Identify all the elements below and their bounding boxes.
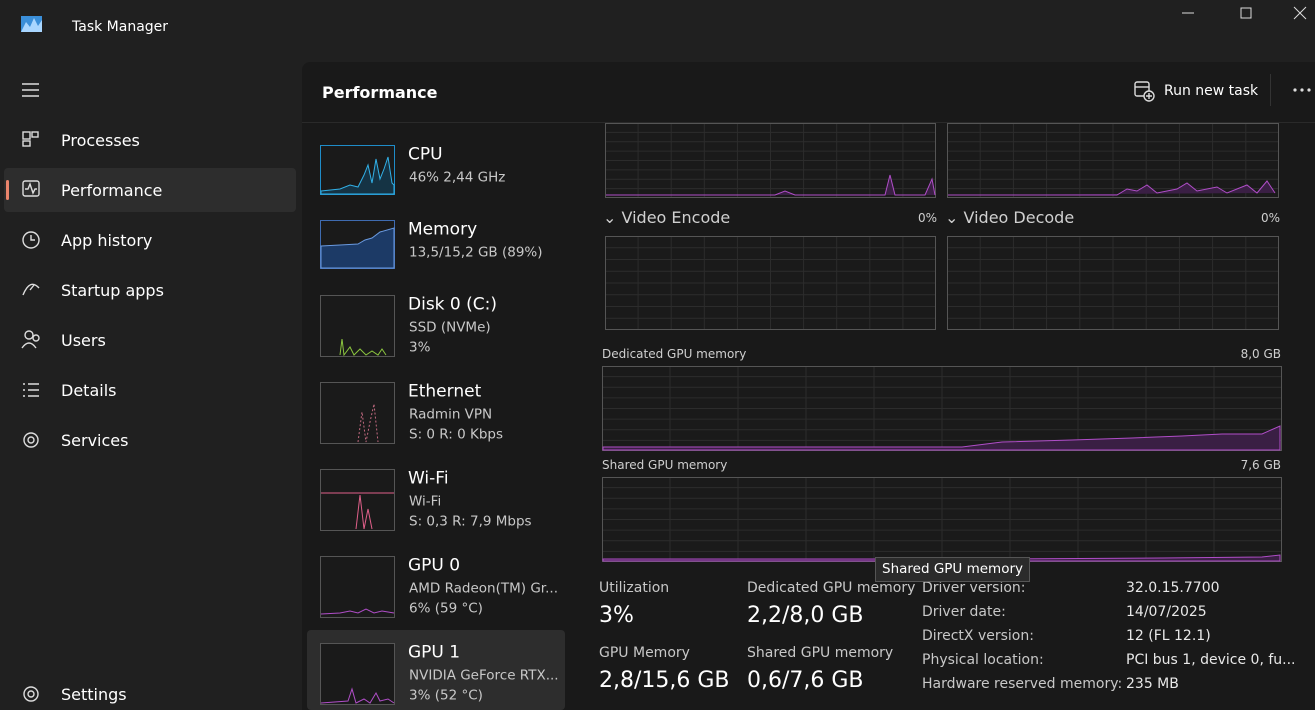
nav-item[interactable]: Processes [61, 131, 140, 150]
stat-value: 0,6/7,6 GB [747, 668, 864, 693]
gpu0-thumbnail [320, 556, 395, 618]
gpu1-thumbnail [320, 643, 395, 705]
detail-value: PCI bus 1, device 0, fu... [1126, 652, 1296, 668]
ethernet-thumbnail [320, 382, 395, 444]
device-name[interactable]: Wi-Fi [408, 468, 449, 489]
stat-value: 3% [599, 603, 634, 628]
disk-thumbnail [320, 295, 395, 357]
graph-label: Shared GPU memory [602, 458, 728, 472]
graph-label-text: Video Encode [621, 208, 731, 227]
window-title: Task Manager [72, 19, 169, 35]
device-name[interactable]: CPU [408, 144, 443, 165]
stat-value: 2,8/15,6 GB [599, 668, 730, 693]
graph-value: 7,6 GB [1240, 458, 1281, 472]
device-detail: SSD (NVMe) [409, 319, 491, 336]
device-name[interactable]: Ethernet [408, 381, 482, 402]
detail-value: 235 MB [1126, 676, 1179, 692]
engine-graph [947, 123, 1279, 198]
nav-accent [6, 180, 9, 200]
detail-label: DirectX version: [922, 628, 1034, 644]
graph-value: 8,0 GB [1240, 347, 1281, 361]
stat-value: 2,2/8,0 GB [747, 603, 864, 628]
toolbar-divider [1270, 74, 1271, 106]
nav-item[interactable]: Details [61, 381, 117, 400]
detail-label: Hardware reserved memory: [922, 676, 1123, 692]
more-button[interactable] [1290, 84, 1315, 96]
device-name[interactable]: Memory [408, 219, 478, 240]
detail-label: Driver version: [922, 580, 1026, 596]
video-decode-graph [947, 236, 1279, 330]
header-divider [302, 122, 1315, 123]
device-name[interactable]: Disk 0 (C:) [408, 294, 498, 315]
graph-value: 0% [1260, 211, 1280, 225]
nav-item[interactable]: Users [61, 331, 106, 350]
device-name[interactable]: GPU 0 [408, 555, 461, 576]
device-detail: S: 0,3 R: 7,9 Mbps [409, 513, 532, 530]
stat-label: Dedicated GPU memory [747, 580, 916, 596]
shared-memory-graph [602, 477, 1282, 562]
device-detail: Radmin VPN [409, 406, 493, 423]
hamburger-menu[interactable] [20, 80, 42, 100]
tooltip: Shared GPU memory [875, 557, 1030, 582]
engine-graph [605, 123, 936, 198]
run-task-icon [1134, 81, 1155, 102]
nav-icons [21, 131, 40, 448]
run-new-task-button[interactable]: Run new task [1164, 83, 1259, 99]
stat-label: Utilization [599, 580, 670, 596]
nav-item[interactable]: Settings [61, 685, 127, 704]
nav-item[interactable]: App history [61, 231, 153, 250]
memory-thumbnail [320, 220, 395, 269]
graph-label[interactable]: ⌄ Video Encode [603, 208, 731, 227]
device-detail: 13,5/15,2 GB (89%) [409, 244, 543, 261]
detail-label: Driver date: [922, 604, 1006, 620]
detail-label: Physical location: [922, 652, 1044, 668]
detail-value: 12 (FL 12.1) [1126, 628, 1211, 644]
graph-label[interactable]: ⌄ Video Decode [945, 208, 1075, 227]
app-icon [21, 16, 42, 32]
page-title: Performance [322, 83, 438, 102]
graph-label: Dedicated GPU memory [602, 347, 747, 361]
device-detail: Wi-Fi [409, 493, 442, 510]
device-detail: 3% [409, 339, 431, 356]
nav-item[interactable]: Services [61, 431, 129, 450]
dedicated-memory-graph [602, 366, 1282, 451]
device-detail: AMD Radeon(TM) Gr... [409, 580, 558, 597]
nav-selected-bg [4, 168, 296, 212]
video-encode-graph [605, 236, 936, 330]
device-detail: NVIDIA GeForce RTX... [409, 667, 559, 684]
stat-label: Shared GPU memory [747, 645, 894, 661]
wifi-thumbnail [320, 469, 395, 531]
nav-item[interactable]: Startup apps [61, 281, 164, 300]
device-detail: 6% (59 °C) [409, 600, 483, 617]
device-detail: S: 0 R: 0 Kbps [409, 426, 503, 443]
graph-value: 0% [917, 211, 937, 225]
device-detail: 3% (52 °C) [409, 687, 483, 704]
detail-value: 32.0.15.7700 [1126, 580, 1220, 596]
device-name[interactable]: GPU 1 [408, 642, 461, 663]
settings-icon [23, 686, 39, 702]
window-controls[interactable] [1170, 2, 1315, 26]
nav-item[interactable]: Performance [61, 181, 163, 200]
cpu-thumbnail [320, 145, 395, 195]
device-detail: 46% 2,44 GHz [409, 169, 506, 186]
stat-label: GPU Memory [599, 645, 690, 661]
graph-label-text: Video Decode [963, 208, 1075, 227]
detail-value: 14/07/2025 [1126, 604, 1207, 620]
